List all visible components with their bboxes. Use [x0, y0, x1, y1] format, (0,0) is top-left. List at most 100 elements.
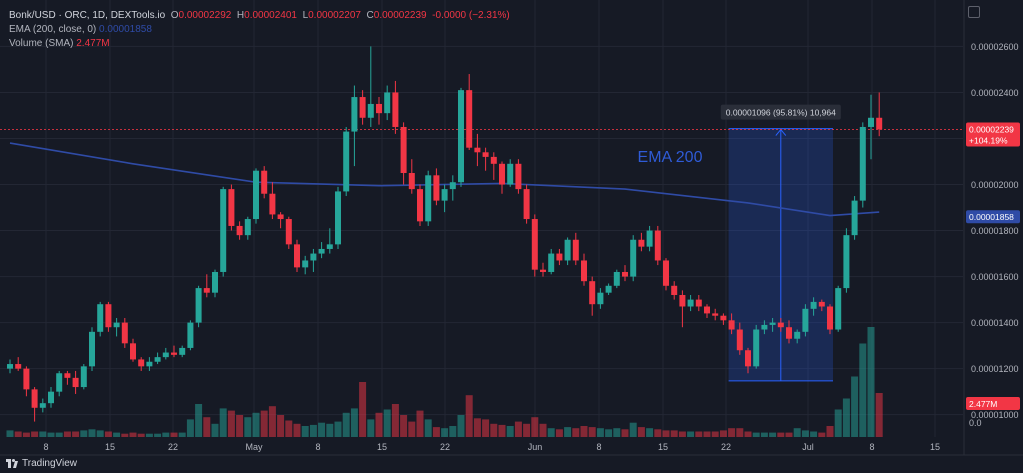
candle-body [113, 322, 120, 328]
candle-body [162, 352, 169, 358]
y-tick-label: 0.00001600 [971, 272, 1019, 282]
x-tick-label: 22 [168, 442, 178, 452]
x-tick-label: 8 [315, 442, 320, 452]
volume-bar [391, 404, 399, 437]
candle-body [7, 364, 13, 369]
ema-price-tag: 0.00001858 [969, 212, 1014, 222]
volume-bar [621, 429, 629, 437]
settings-corner-button[interactable] [968, 6, 980, 18]
volume-bar [826, 426, 834, 437]
candle-body [671, 285, 678, 295]
volume-bar [482, 419, 490, 437]
candle-body [89, 331, 95, 367]
candle-body [704, 306, 710, 314]
volume-bar [875, 393, 883, 437]
ema-legend-row[interactable]: EMA (200, close, 0) 0.00001858 [9, 23, 510, 37]
volume-bar [654, 429, 662, 437]
candle-body [228, 189, 235, 226]
candle-body [56, 373, 63, 392]
volume-bar [580, 426, 588, 437]
volume-bar [523, 423, 531, 437]
x-tick-label: 15 [930, 442, 940, 452]
candle-body [72, 377, 79, 388]
volume-bar [637, 427, 645, 437]
volume-bar [55, 432, 63, 437]
candle-body [564, 239, 571, 261]
volume-bar [293, 423, 301, 437]
candle-body [425, 175, 432, 222]
candle-body [326, 244, 333, 249]
candle-body [408, 173, 415, 190]
volume-bar [801, 430, 809, 437]
candle-body [244, 219, 251, 236]
volume-legend-row[interactable]: Volume (SMA) 2.477M [9, 37, 510, 51]
candle-body [359, 97, 366, 118]
candle-body [64, 373, 71, 378]
volume-bar [842, 398, 850, 437]
candle-body [138, 359, 145, 367]
candle-body [777, 322, 784, 328]
tradingview-brand: TradingView [22, 458, 78, 469]
candle-body [720, 315, 727, 321]
candle-body [868, 117, 874, 127]
candle-body [581, 260, 587, 282]
candle-body [285, 219, 292, 245]
volume-bar [252, 412, 260, 437]
candle-body [31, 389, 38, 408]
volume-bar [367, 419, 375, 437]
volume-bar [777, 432, 785, 437]
y-tick-label: 0.00001000 [971, 410, 1019, 420]
measure-label-bg [720, 104, 841, 120]
volume-bar [596, 428, 604, 437]
volume-bar [744, 431, 752, 437]
volume-bar [145, 433, 153, 437]
volume-bar [236, 415, 244, 437]
volume-bar [449, 426, 457, 437]
ema-price-tag-bg [966, 210, 1020, 224]
volume-bar [375, 412, 383, 437]
volume-bar [719, 430, 727, 437]
y-tick-label: 0.00001400 [971, 318, 1019, 328]
candle-body [187, 322, 194, 348]
x-tick-label: Jul [802, 442, 814, 452]
candle-body [449, 182, 456, 190]
volume-bar [572, 428, 580, 437]
volume-bar [728, 428, 736, 437]
volume-bar [14, 431, 22, 437]
volume-bar [555, 429, 563, 437]
volume-axis-label: 0.0 [969, 418, 982, 428]
candle-body [269, 193, 276, 215]
candle-body [646, 230, 653, 247]
candle-body [384, 92, 391, 114]
volume-bar [473, 418, 481, 437]
candle-body [695, 299, 702, 307]
candle-body [540, 269, 546, 272]
x-tick-label: May [245, 442, 263, 452]
y-tick-label: 0.00002400 [971, 88, 1019, 98]
candle-body [253, 170, 259, 220]
ohlc-high: H0.00002401 [236, 10, 297, 21]
volume-bar [711, 431, 719, 437]
volume-bar [514, 421, 522, 437]
volume-bar [22, 432, 30, 437]
candle-body [482, 152, 489, 157]
ohlc-open: O0.00002292 [170, 10, 232, 21]
candle-body [335, 191, 341, 245]
volume-bar [195, 404, 203, 437]
candle-body [261, 170, 268, 194]
candle-body [810, 301, 817, 309]
x-tick-label: Jun [528, 442, 543, 452]
tradingview-footer[interactable]: TradingView [6, 458, 77, 469]
volume-bar [629, 422, 637, 437]
volume-bar [63, 431, 71, 437]
candle-body [679, 294, 686, 307]
chart-legend: Bonk/USD · ORC, 1D, DEXTools.io O0.00002… [9, 9, 510, 51]
candle-body [786, 327, 792, 339]
candle-body [728, 320, 735, 330]
symbol-title[interactable]: Bonk/USD · ORC, 1D, DEXTools.io [9, 10, 166, 21]
last-price-tag: 0.00002239 [969, 125, 1014, 135]
candle-body [351, 97, 358, 132]
last-price-change-tag: +104.19% [969, 136, 1008, 146]
volume-tag-bg [966, 397, 1020, 410]
